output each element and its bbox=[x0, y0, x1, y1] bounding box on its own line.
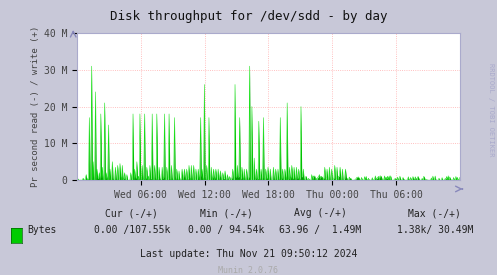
Text: RRDTOOL / TOBI OETIKER: RRDTOOL / TOBI OETIKER bbox=[488, 63, 494, 157]
Y-axis label: Pr second read (-) / write (+): Pr second read (-) / write (+) bbox=[31, 26, 40, 187]
Text: 0.00 / 94.54k: 0.00 / 94.54k bbox=[188, 225, 264, 235]
Text: 63.96 /  1.49M: 63.96 / 1.49M bbox=[279, 225, 362, 235]
Text: Cur (-/+): Cur (-/+) bbox=[105, 208, 158, 218]
Text: Disk throughput for /dev/sdd - by day: Disk throughput for /dev/sdd - by day bbox=[110, 10, 387, 23]
Text: Last update: Thu Nov 21 09:50:12 2024: Last update: Thu Nov 21 09:50:12 2024 bbox=[140, 249, 357, 259]
Text: Min (-/+): Min (-/+) bbox=[200, 208, 252, 218]
Text: Bytes: Bytes bbox=[27, 225, 57, 235]
Text: Max (-/+): Max (-/+) bbox=[409, 208, 461, 218]
Text: 0.00 /107.55k: 0.00 /107.55k bbox=[93, 225, 170, 235]
Text: Munin 2.0.76: Munin 2.0.76 bbox=[219, 266, 278, 274]
Text: Avg (-/+): Avg (-/+) bbox=[294, 208, 347, 218]
Text: 1.38k/ 30.49M: 1.38k/ 30.49M bbox=[397, 225, 473, 235]
